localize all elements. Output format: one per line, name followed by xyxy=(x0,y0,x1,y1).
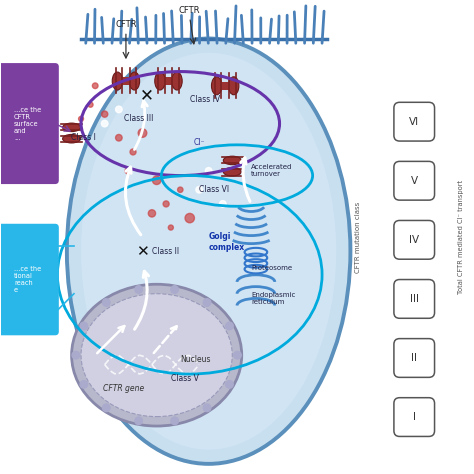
FancyBboxPatch shape xyxy=(394,338,435,377)
Circle shape xyxy=(138,129,147,137)
Circle shape xyxy=(219,201,226,207)
Text: Class V: Class V xyxy=(171,374,199,383)
Text: Endoplasmic
reticulum: Endoplasmic reticulum xyxy=(251,292,296,305)
FancyBboxPatch shape xyxy=(0,63,59,184)
Text: VI: VI xyxy=(409,117,419,127)
Circle shape xyxy=(226,381,233,388)
Text: ...ce the
CFTR
surface
and
...: ...ce the CFTR surface and ... xyxy=(14,107,41,141)
FancyBboxPatch shape xyxy=(394,161,435,200)
FancyBboxPatch shape xyxy=(394,102,435,141)
Circle shape xyxy=(171,417,178,425)
Ellipse shape xyxy=(67,38,350,464)
Circle shape xyxy=(196,186,202,193)
Ellipse shape xyxy=(223,167,241,176)
Circle shape xyxy=(92,92,99,99)
Text: CFTR mutation class: CFTR mutation class xyxy=(355,201,361,273)
Circle shape xyxy=(135,286,143,293)
Circle shape xyxy=(116,135,122,141)
Circle shape xyxy=(116,106,122,113)
Text: I: I xyxy=(413,412,416,422)
Bar xyxy=(160,77,177,85)
Circle shape xyxy=(101,120,108,127)
Text: Class III: Class III xyxy=(124,114,153,123)
Circle shape xyxy=(72,351,80,359)
Text: CFTR: CFTR xyxy=(115,20,137,29)
Text: CFTR: CFTR xyxy=(179,6,201,15)
Circle shape xyxy=(130,149,136,155)
Ellipse shape xyxy=(72,284,242,426)
Text: ✕: ✕ xyxy=(140,86,154,104)
Text: Class VI: Class VI xyxy=(199,185,229,194)
Text: Accelerated
turnover: Accelerated turnover xyxy=(251,164,292,177)
Text: Proteosome: Proteosome xyxy=(251,264,292,271)
Ellipse shape xyxy=(63,123,81,132)
Ellipse shape xyxy=(129,72,140,90)
Text: Nucleus: Nucleus xyxy=(180,356,211,365)
Circle shape xyxy=(234,351,241,359)
Circle shape xyxy=(178,187,183,192)
Circle shape xyxy=(102,299,110,306)
Circle shape xyxy=(135,417,143,425)
Ellipse shape xyxy=(112,72,123,90)
Ellipse shape xyxy=(172,72,182,90)
Circle shape xyxy=(80,381,88,388)
Circle shape xyxy=(171,286,178,293)
Circle shape xyxy=(203,404,211,411)
Circle shape xyxy=(185,213,194,223)
Text: III: III xyxy=(410,294,419,304)
Circle shape xyxy=(88,102,93,107)
Circle shape xyxy=(102,404,110,411)
Circle shape xyxy=(92,83,98,89)
Text: IV: IV xyxy=(409,235,419,245)
Circle shape xyxy=(226,322,233,330)
Circle shape xyxy=(153,176,161,184)
Text: ...ce the
tional
reach
e: ...ce the tional reach e xyxy=(14,266,41,293)
FancyBboxPatch shape xyxy=(394,280,435,318)
Ellipse shape xyxy=(228,77,239,95)
Text: Golgi
complex: Golgi complex xyxy=(209,232,245,252)
Text: II: II xyxy=(411,353,417,363)
FancyBboxPatch shape xyxy=(394,220,435,259)
Circle shape xyxy=(203,299,211,306)
Circle shape xyxy=(125,168,131,174)
Ellipse shape xyxy=(81,294,232,417)
FancyBboxPatch shape xyxy=(394,398,435,437)
Text: Class IV: Class IV xyxy=(190,95,220,104)
Ellipse shape xyxy=(81,53,336,450)
Bar xyxy=(118,77,135,85)
Circle shape xyxy=(80,322,88,330)
Circle shape xyxy=(79,117,83,121)
Circle shape xyxy=(168,225,173,230)
Text: Class II: Class II xyxy=(152,246,179,255)
Circle shape xyxy=(148,210,155,217)
Text: CFTR gene: CFTR gene xyxy=(103,384,144,393)
Circle shape xyxy=(205,167,212,174)
Circle shape xyxy=(163,201,169,207)
Ellipse shape xyxy=(211,77,222,95)
FancyBboxPatch shape xyxy=(0,224,59,335)
Circle shape xyxy=(101,111,108,117)
Ellipse shape xyxy=(155,72,165,90)
Text: ✕: ✕ xyxy=(136,244,149,259)
Ellipse shape xyxy=(63,135,81,143)
Bar xyxy=(217,82,234,90)
Ellipse shape xyxy=(223,156,241,164)
Text: V: V xyxy=(410,176,418,186)
Text: Class I: Class I xyxy=(71,133,96,142)
Text: Total CFTR mediated Cl⁻ transport: Total CFTR mediated Cl⁻ transport xyxy=(458,180,465,294)
Text: Cl⁻: Cl⁻ xyxy=(193,138,205,147)
